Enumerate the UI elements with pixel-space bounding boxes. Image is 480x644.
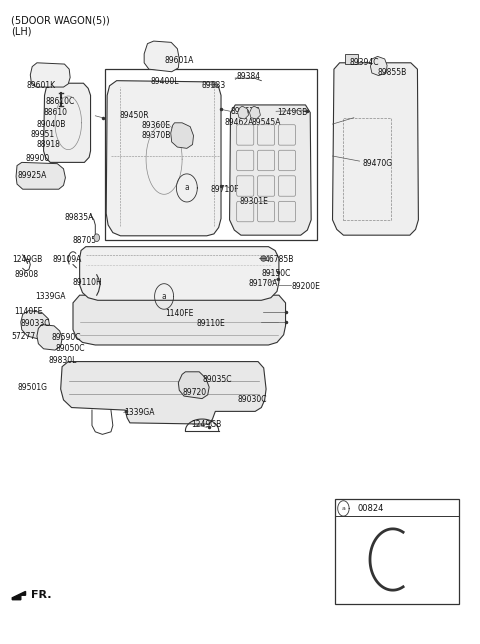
- Text: 88610: 88610: [43, 108, 67, 117]
- Text: 88918: 88918: [37, 140, 61, 149]
- Polygon shape: [60, 361, 266, 424]
- Polygon shape: [333, 63, 419, 235]
- Text: 89501G: 89501G: [17, 383, 47, 392]
- Text: 89170A: 89170A: [249, 279, 278, 289]
- Text: a: a: [341, 506, 346, 511]
- Polygon shape: [238, 106, 249, 119]
- Text: 88705: 88705: [73, 236, 97, 245]
- Text: 89035C: 89035C: [202, 375, 231, 384]
- Polygon shape: [144, 41, 179, 71]
- Polygon shape: [16, 162, 65, 189]
- Text: 89150C: 89150C: [261, 269, 291, 278]
- Text: 89450R: 89450R: [119, 111, 149, 120]
- Polygon shape: [30, 63, 70, 87]
- Text: 89033C: 89033C: [21, 319, 50, 328]
- Text: 88610C: 88610C: [46, 97, 75, 106]
- Text: 89362C: 89362C: [230, 107, 260, 116]
- Polygon shape: [37, 325, 62, 350]
- Text: 89925A: 89925A: [18, 171, 48, 180]
- Polygon shape: [12, 591, 25, 600]
- Polygon shape: [179, 372, 209, 399]
- Text: 1339GA: 1339GA: [124, 408, 154, 417]
- Text: 89400L: 89400L: [151, 77, 180, 86]
- Polygon shape: [345, 54, 358, 64]
- Text: a: a: [162, 292, 167, 301]
- Text: 89050C: 89050C: [56, 345, 85, 354]
- Text: 89040B: 89040B: [37, 120, 66, 129]
- Bar: [343, 118, 391, 220]
- Polygon shape: [44, 83, 91, 162]
- Text: 89462A: 89462A: [225, 118, 254, 127]
- Bar: [105, 69, 317, 240]
- Text: 1249GB: 1249GB: [277, 108, 307, 117]
- Text: 89835A: 89835A: [64, 213, 94, 222]
- Bar: [335, 499, 459, 604]
- Text: 89470G: 89470G: [362, 159, 393, 168]
- Text: 89545A: 89545A: [252, 118, 281, 127]
- Text: 89855B: 89855B: [378, 68, 407, 77]
- Text: 1140FE: 1140FE: [165, 308, 193, 317]
- Text: 89951: 89951: [30, 131, 54, 140]
- Text: 89590C: 89590C: [51, 333, 81, 342]
- Text: 57277: 57277: [12, 332, 36, 341]
- Text: 89030C: 89030C: [238, 395, 267, 404]
- Text: 89601K: 89601K: [26, 81, 56, 90]
- Circle shape: [94, 234, 99, 242]
- Text: 46785B: 46785B: [264, 255, 294, 264]
- Polygon shape: [80, 247, 279, 300]
- Text: 89301E: 89301E: [239, 198, 268, 207]
- Text: 89608: 89608: [14, 270, 39, 279]
- Polygon shape: [229, 105, 311, 235]
- Text: FR.: FR.: [31, 591, 52, 600]
- Text: 89710F: 89710F: [211, 185, 239, 194]
- Polygon shape: [73, 295, 286, 345]
- Polygon shape: [250, 106, 261, 119]
- Polygon shape: [371, 57, 387, 75]
- Text: 89830L: 89830L: [48, 355, 77, 365]
- Text: (LH): (LH): [12, 26, 32, 37]
- Text: 1249GB: 1249GB: [192, 420, 222, 429]
- Text: 1339GA: 1339GA: [35, 292, 66, 301]
- Text: 1140FE: 1140FE: [14, 307, 43, 316]
- Text: 89370B: 89370B: [141, 131, 171, 140]
- Text: 89360E: 89360E: [141, 121, 170, 130]
- Text: 89200E: 89200E: [291, 281, 320, 290]
- Text: 00824: 00824: [358, 504, 384, 513]
- Text: 1249GB: 1249GB: [12, 255, 43, 264]
- Text: 89394C: 89394C: [349, 59, 379, 67]
- Text: 89110H: 89110H: [73, 278, 103, 287]
- Polygon shape: [106, 80, 221, 236]
- Text: 89109A: 89109A: [53, 255, 82, 264]
- Text: 89384: 89384: [236, 72, 260, 81]
- Text: 89110E: 89110E: [196, 319, 225, 328]
- Text: 89601A: 89601A: [164, 56, 193, 65]
- Text: 89333: 89333: [201, 81, 225, 90]
- Text: a: a: [184, 184, 189, 193]
- Text: (5DOOR WAGON(5)): (5DOOR WAGON(5)): [12, 15, 110, 26]
- Polygon shape: [21, 310, 50, 340]
- Text: 89900: 89900: [25, 154, 50, 163]
- Polygon shape: [171, 123, 193, 148]
- Text: 00824: 00824: [383, 542, 407, 551]
- Text: 89720: 89720: [182, 388, 206, 397]
